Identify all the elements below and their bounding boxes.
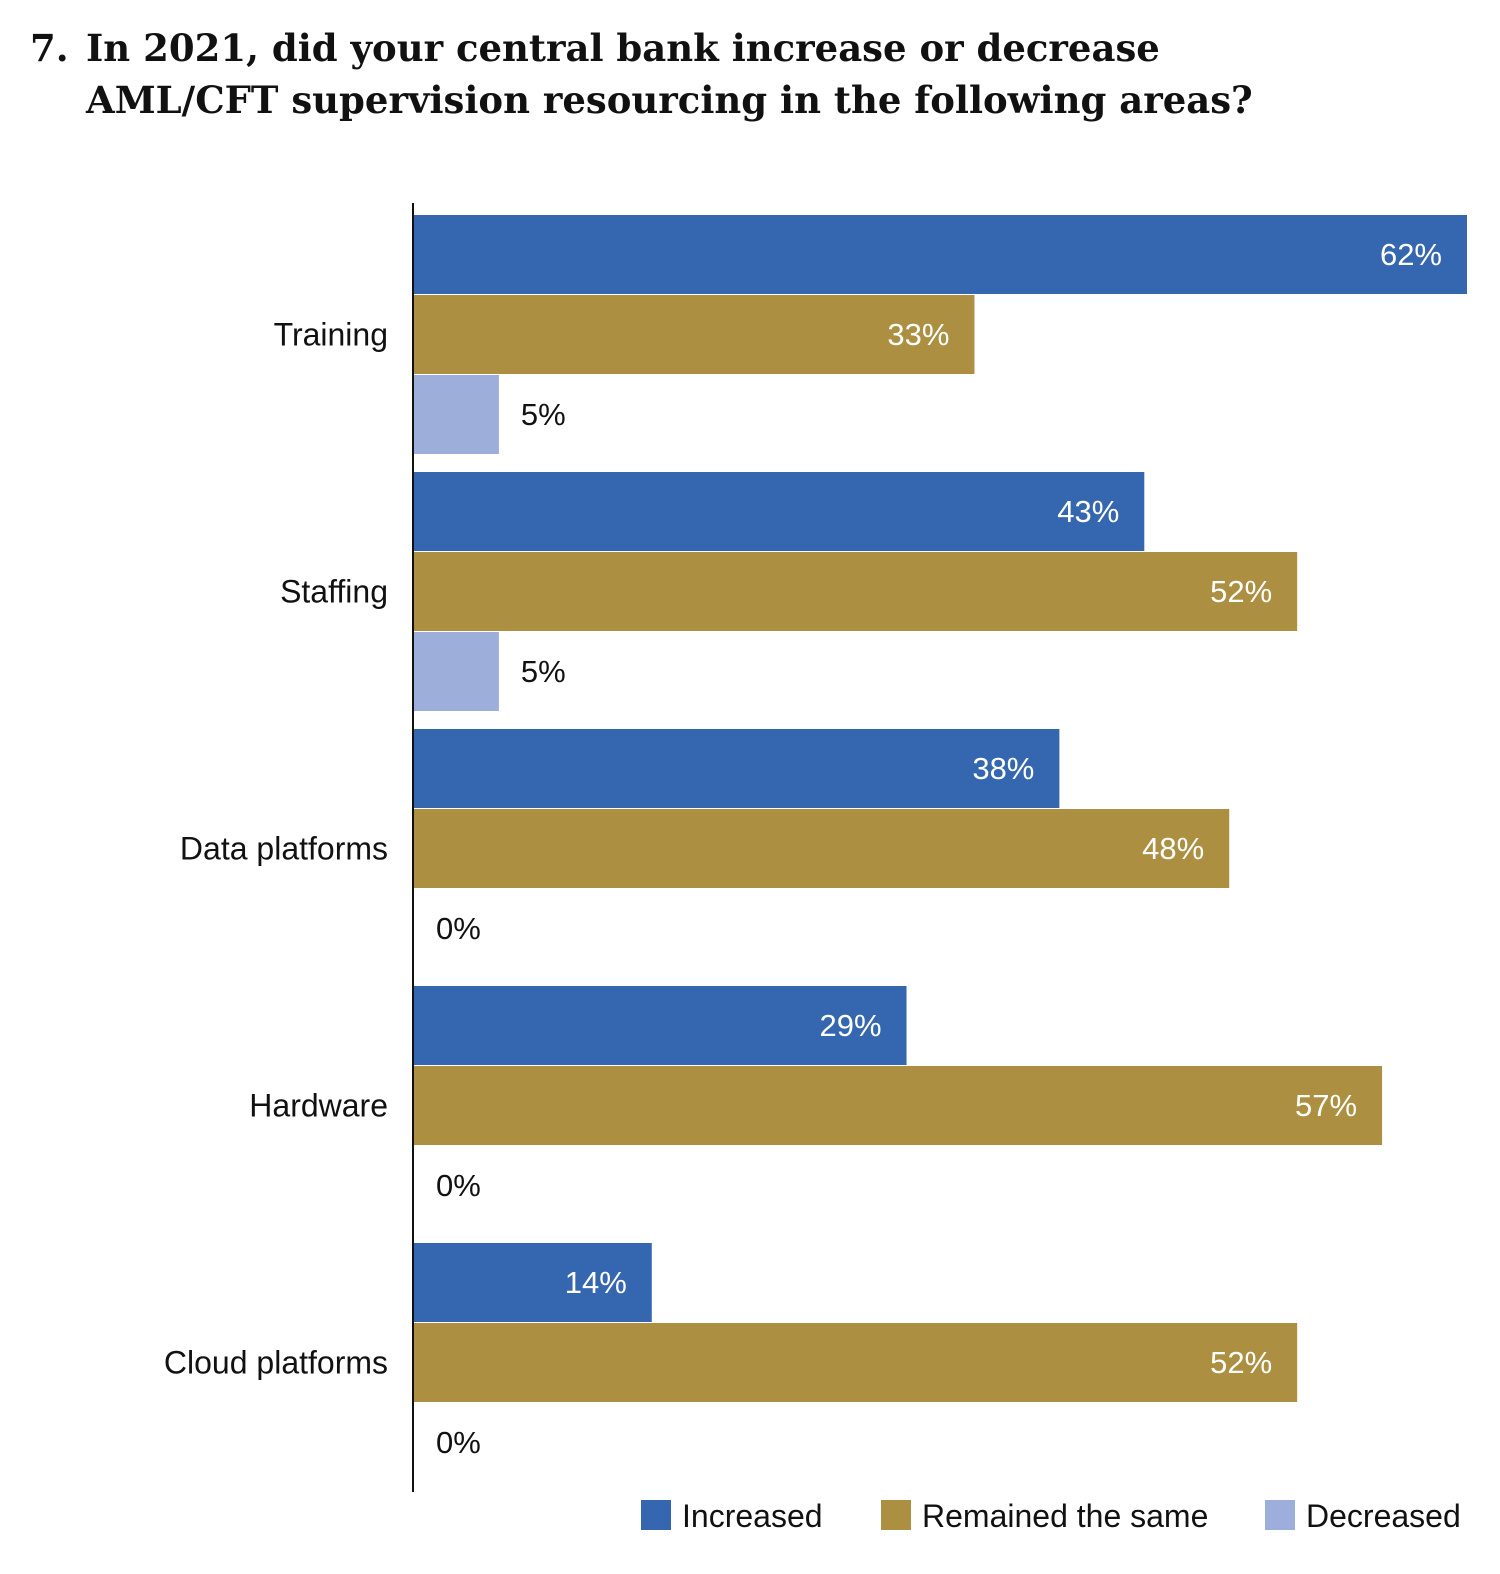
data-label-training-increased: 62% bbox=[1380, 237, 1442, 272]
bar-training-remained-the-same bbox=[414, 295, 975, 374]
title-line-1: 7. In 2021, did your central bank increas… bbox=[30, 22, 1470, 74]
legend-swatch-increased bbox=[641, 1500, 671, 1530]
legend-swatch-decreased bbox=[1265, 1500, 1295, 1530]
data-label-hardware-remained-the-same: 57% bbox=[1295, 1088, 1357, 1123]
legend-swatch-remained-the-same bbox=[881, 1500, 911, 1530]
bar-hardware-increased bbox=[414, 986, 907, 1065]
data-label-hardware-increased: 29% bbox=[819, 1008, 881, 1043]
chart-title: 7. In 2021, did your central bank increas… bbox=[30, 22, 1470, 126]
bar-hardware-remained-the-same bbox=[414, 1066, 1383, 1145]
data-label-cloud-platforms-decreased: 0% bbox=[436, 1425, 481, 1460]
data-label-cloud-platforms-increased: 14% bbox=[565, 1265, 627, 1300]
data-label-data-platforms-remained-the-same: 48% bbox=[1142, 831, 1204, 866]
data-label-training-decreased: 5% bbox=[521, 397, 566, 432]
bar-training-decreased bbox=[414, 375, 499, 454]
category-label-cloud-platforms: Cloud platforms bbox=[164, 1345, 388, 1381]
bar-cloud-platforms-remained-the-same bbox=[414, 1323, 1298, 1402]
data-label-training-remained-the-same: 33% bbox=[887, 317, 949, 352]
legend-label-increased: Increased bbox=[682, 1498, 823, 1534]
bar-cloud-platforms-increased bbox=[414, 1243, 652, 1322]
category-label-training: Training bbox=[274, 317, 388, 353]
bar-staffing-increased bbox=[414, 472, 1145, 551]
legend: Increased Remained the same Decreased bbox=[641, 1498, 1461, 1534]
title-line-1-text: In 2021, did your central bank increase … bbox=[86, 26, 1160, 70]
data-label-data-platforms-increased: 38% bbox=[972, 751, 1034, 786]
bar-data-platforms-increased bbox=[414, 729, 1060, 808]
data-label-hardware-decreased: 0% bbox=[436, 1168, 481, 1203]
bar-training-increased bbox=[414, 215, 1467, 294]
data-label-data-platforms-decreased: 0% bbox=[436, 911, 481, 946]
bar-staffing-decreased bbox=[414, 632, 499, 711]
category-label-staffing: Staffing bbox=[280, 574, 388, 610]
data-label-staffing-increased: 43% bbox=[1057, 494, 1119, 529]
question-number: 7. bbox=[30, 26, 69, 70]
legend-label-decreased: Decreased bbox=[1306, 1498, 1461, 1534]
bar-staffing-remained-the-same bbox=[414, 552, 1298, 631]
bars-group: 62% 33% 5% 43% 52% 5% 38% 48% 0% 29% 57% 0% 14% 52% 0% bbox=[414, 215, 1467, 1460]
legend-label-remained-the-same: Remained the same bbox=[922, 1498, 1208, 1534]
data-label-staffing-remained-the-same: 52% bbox=[1210, 574, 1272, 609]
category-labels: Training Staffing Data platforms Hardware Cl… bbox=[164, 317, 388, 1381]
bar-data-platforms-remained-the-same bbox=[414, 809, 1230, 888]
data-label-cloud-platforms-remained-the-same: 52% bbox=[1210, 1345, 1272, 1380]
category-label-hardware: Hardware bbox=[249, 1088, 388, 1124]
title-line-2: AML/CFT supervision resourcing in the fo… bbox=[86, 78, 1253, 122]
category-label-data-platforms: Data platforms bbox=[180, 831, 388, 867]
data-label-staffing-decreased: 5% bbox=[521, 654, 566, 689]
